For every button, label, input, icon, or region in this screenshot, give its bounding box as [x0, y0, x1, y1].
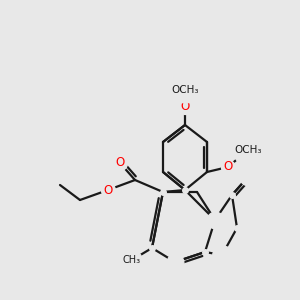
Text: N: N — [171, 256, 179, 268]
Text: N: N — [171, 256, 179, 268]
Text: O: O — [243, 170, 253, 184]
Text: OCH₃: OCH₃ — [234, 145, 262, 155]
Text: N: N — [211, 214, 219, 226]
Text: S: S — [218, 248, 226, 262]
Text: O: O — [116, 157, 124, 169]
Text: O: O — [103, 184, 112, 196]
Text: O: O — [224, 160, 232, 173]
Text: O: O — [180, 100, 190, 113]
Text: N: N — [211, 214, 219, 226]
Text: O: O — [243, 170, 253, 184]
Text: S: S — [218, 248, 226, 262]
Text: OCH₃: OCH₃ — [171, 85, 199, 95]
Text: N: N — [171, 256, 179, 268]
Text: CH₃: CH₃ — [123, 255, 141, 265]
